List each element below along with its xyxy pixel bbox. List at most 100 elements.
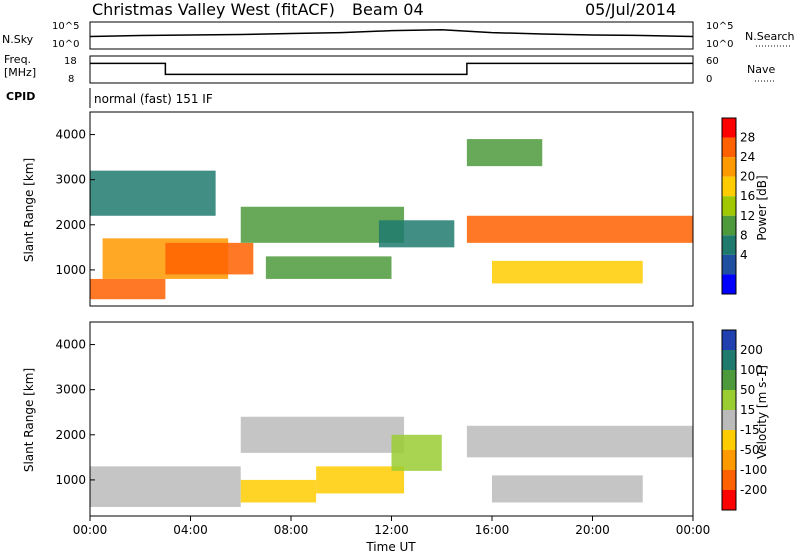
power-cell [492,260,643,284]
y-tick-label: 3000 [55,173,86,187]
velocity-cell [391,434,442,471]
power-colorbar-swatch [722,254,736,275]
noise-sky-line [89,28,694,38]
freq-left-label-2: [MHz] [4,66,36,79]
power-colorbar-swatch [722,215,736,236]
velocity-cell [240,416,405,453]
date-label: 05/Jul/2014 [585,0,676,19]
y-tick-label: 3000 [55,383,86,397]
velocity-cell [240,479,317,503]
power-colorbar-swatch [722,196,736,216]
y-tick-label: 1000 [55,473,86,487]
noise-left-label: N.Sky [2,33,34,46]
freq-right-tick-top: 60 [706,56,719,67]
power-cell [90,278,166,300]
time-axis-label: Time UT [365,540,416,554]
power-colorbar-swatch [722,235,736,255]
velocity-colorbar-swatch [722,330,736,350]
power-colorbar-swatch [722,118,736,138]
y-tick-label: 4000 [55,128,86,142]
velocity-cell [492,475,643,503]
time-tick-label: 00:00 [73,523,108,537]
velocity-y-ticks: 1000 2000 3000 4000 [55,338,95,487]
time-tick-label: 08:00 [274,523,309,537]
velocity-heatmap [90,416,693,507]
velocity-colorbar-swatch [722,410,736,430]
power-colorbar-swatch [722,137,736,158]
power-cell [265,256,392,279]
velocity-cell [466,425,693,458]
freq-series [90,62,693,76]
power-colorbar: 28 24 20 16 12 8 4 [721,117,755,295]
velocity-colorbar-tick-label: 15 [740,403,755,417]
velocity-colorbar: 200 100 50 15 -15 -50 -100 -200 [721,329,767,511]
time-tick-label: 00:00 [676,523,711,537]
velocity-cell [90,466,241,507]
freq-panel-frame [89,55,694,84]
freq-left-tick-bottom: 8 [68,74,74,85]
freq-right-tick-bottom: 0 [706,74,712,85]
velocity-y-axis-label: Slant Range [km] [22,368,36,472]
y-tick-label: 1000 [55,263,86,277]
power-panel-frame [89,111,694,307]
power-cell [378,220,455,248]
freq-line [90,62,693,76]
power-y-ticks: 1000 2000 3000 4000 [55,128,95,277]
y-tick-label: 2000 [55,218,86,232]
velocity-colorbar-label: Velocity [m s-1] [755,365,769,459]
power-colorbar-swatch [722,274,736,294]
velocity-colorbar-tick-label: -50 [740,443,760,457]
noise-right-tick-bottom: 10^0 [706,39,733,50]
velocity-colorbar-swatch [722,450,736,470]
power-colorbar-tick-label: 24 [740,150,755,164]
velocity-cell [316,466,405,494]
power-colorbar-tick-label: 28 [740,131,755,145]
power-colorbar-tick-label: 4 [740,248,748,262]
power-colorbar-label: Power [dB] [755,175,769,240]
time-axis-ticks: 00:00 04:00 08:00 12:00 16:00 20:00 00:00 [73,516,711,537]
power-cell [466,215,693,243]
velocity-colorbar-tick-label: -100 [740,463,767,477]
velocity-colorbar-tick-label: 100 [740,363,763,377]
beam-label: Beam 04 [352,0,424,19]
noise-right-label: N.Search [745,30,795,43]
power-colorbar-tick-label: 20 [740,170,755,184]
power-cell [466,139,543,167]
power-colorbar-frame [721,117,737,295]
noise-panel-frame [89,21,694,50]
power-colorbar-tick-label: 8 [740,228,748,242]
noise-left-tick-bottom: 10^0 [52,39,79,50]
noise-left-tick-top: 10^5 [52,21,79,32]
y-tick-label: 4000 [55,338,86,352]
power-y-axis-label: Slant Range [km] [22,158,36,262]
power-cell [240,206,405,243]
power-heatmap [90,139,693,300]
power-colorbar-tick-label: 12 [740,209,755,223]
freq-left-tick-top: 18 [64,56,77,67]
velocity-colorbar-tick-label: 200 [740,343,763,357]
cpid-label: CPID [6,90,35,103]
velocity-colorbar-tick-label: 50 [740,383,755,397]
cpid-text: normal (fast) 151 IF [94,92,213,106]
time-tick-label: 12:00 [374,523,409,537]
power-colorbar-swatch [722,176,736,197]
velocity-colorbar-swatch [722,430,736,450]
power-cell [165,242,254,275]
freq-right-label: Nave [747,63,775,76]
time-tick-label: 16:00 [475,523,510,537]
time-tick-label: 20:00 [575,523,610,537]
power-colorbar-swatch [722,157,736,177]
power-colorbar-tick-label: 16 [740,189,755,203]
velocity-colorbar-swatch [722,370,736,390]
noise-right-tick-top: 10^5 [706,21,733,32]
velocity-colorbar-swatch [722,390,736,410]
y-tick-label: 2000 [55,428,86,442]
radar-title: Christmas Valley West (fitACF) [92,0,335,19]
velocity-colorbar-swatch [722,350,736,370]
power-cell [90,170,216,216]
velocity-colorbar-frame [721,329,737,511]
velocity-colorbar-swatch [722,490,736,510]
velocity-colorbar-swatch [722,470,736,490]
velocity-colorbar-tick-label: -15 [740,423,760,437]
